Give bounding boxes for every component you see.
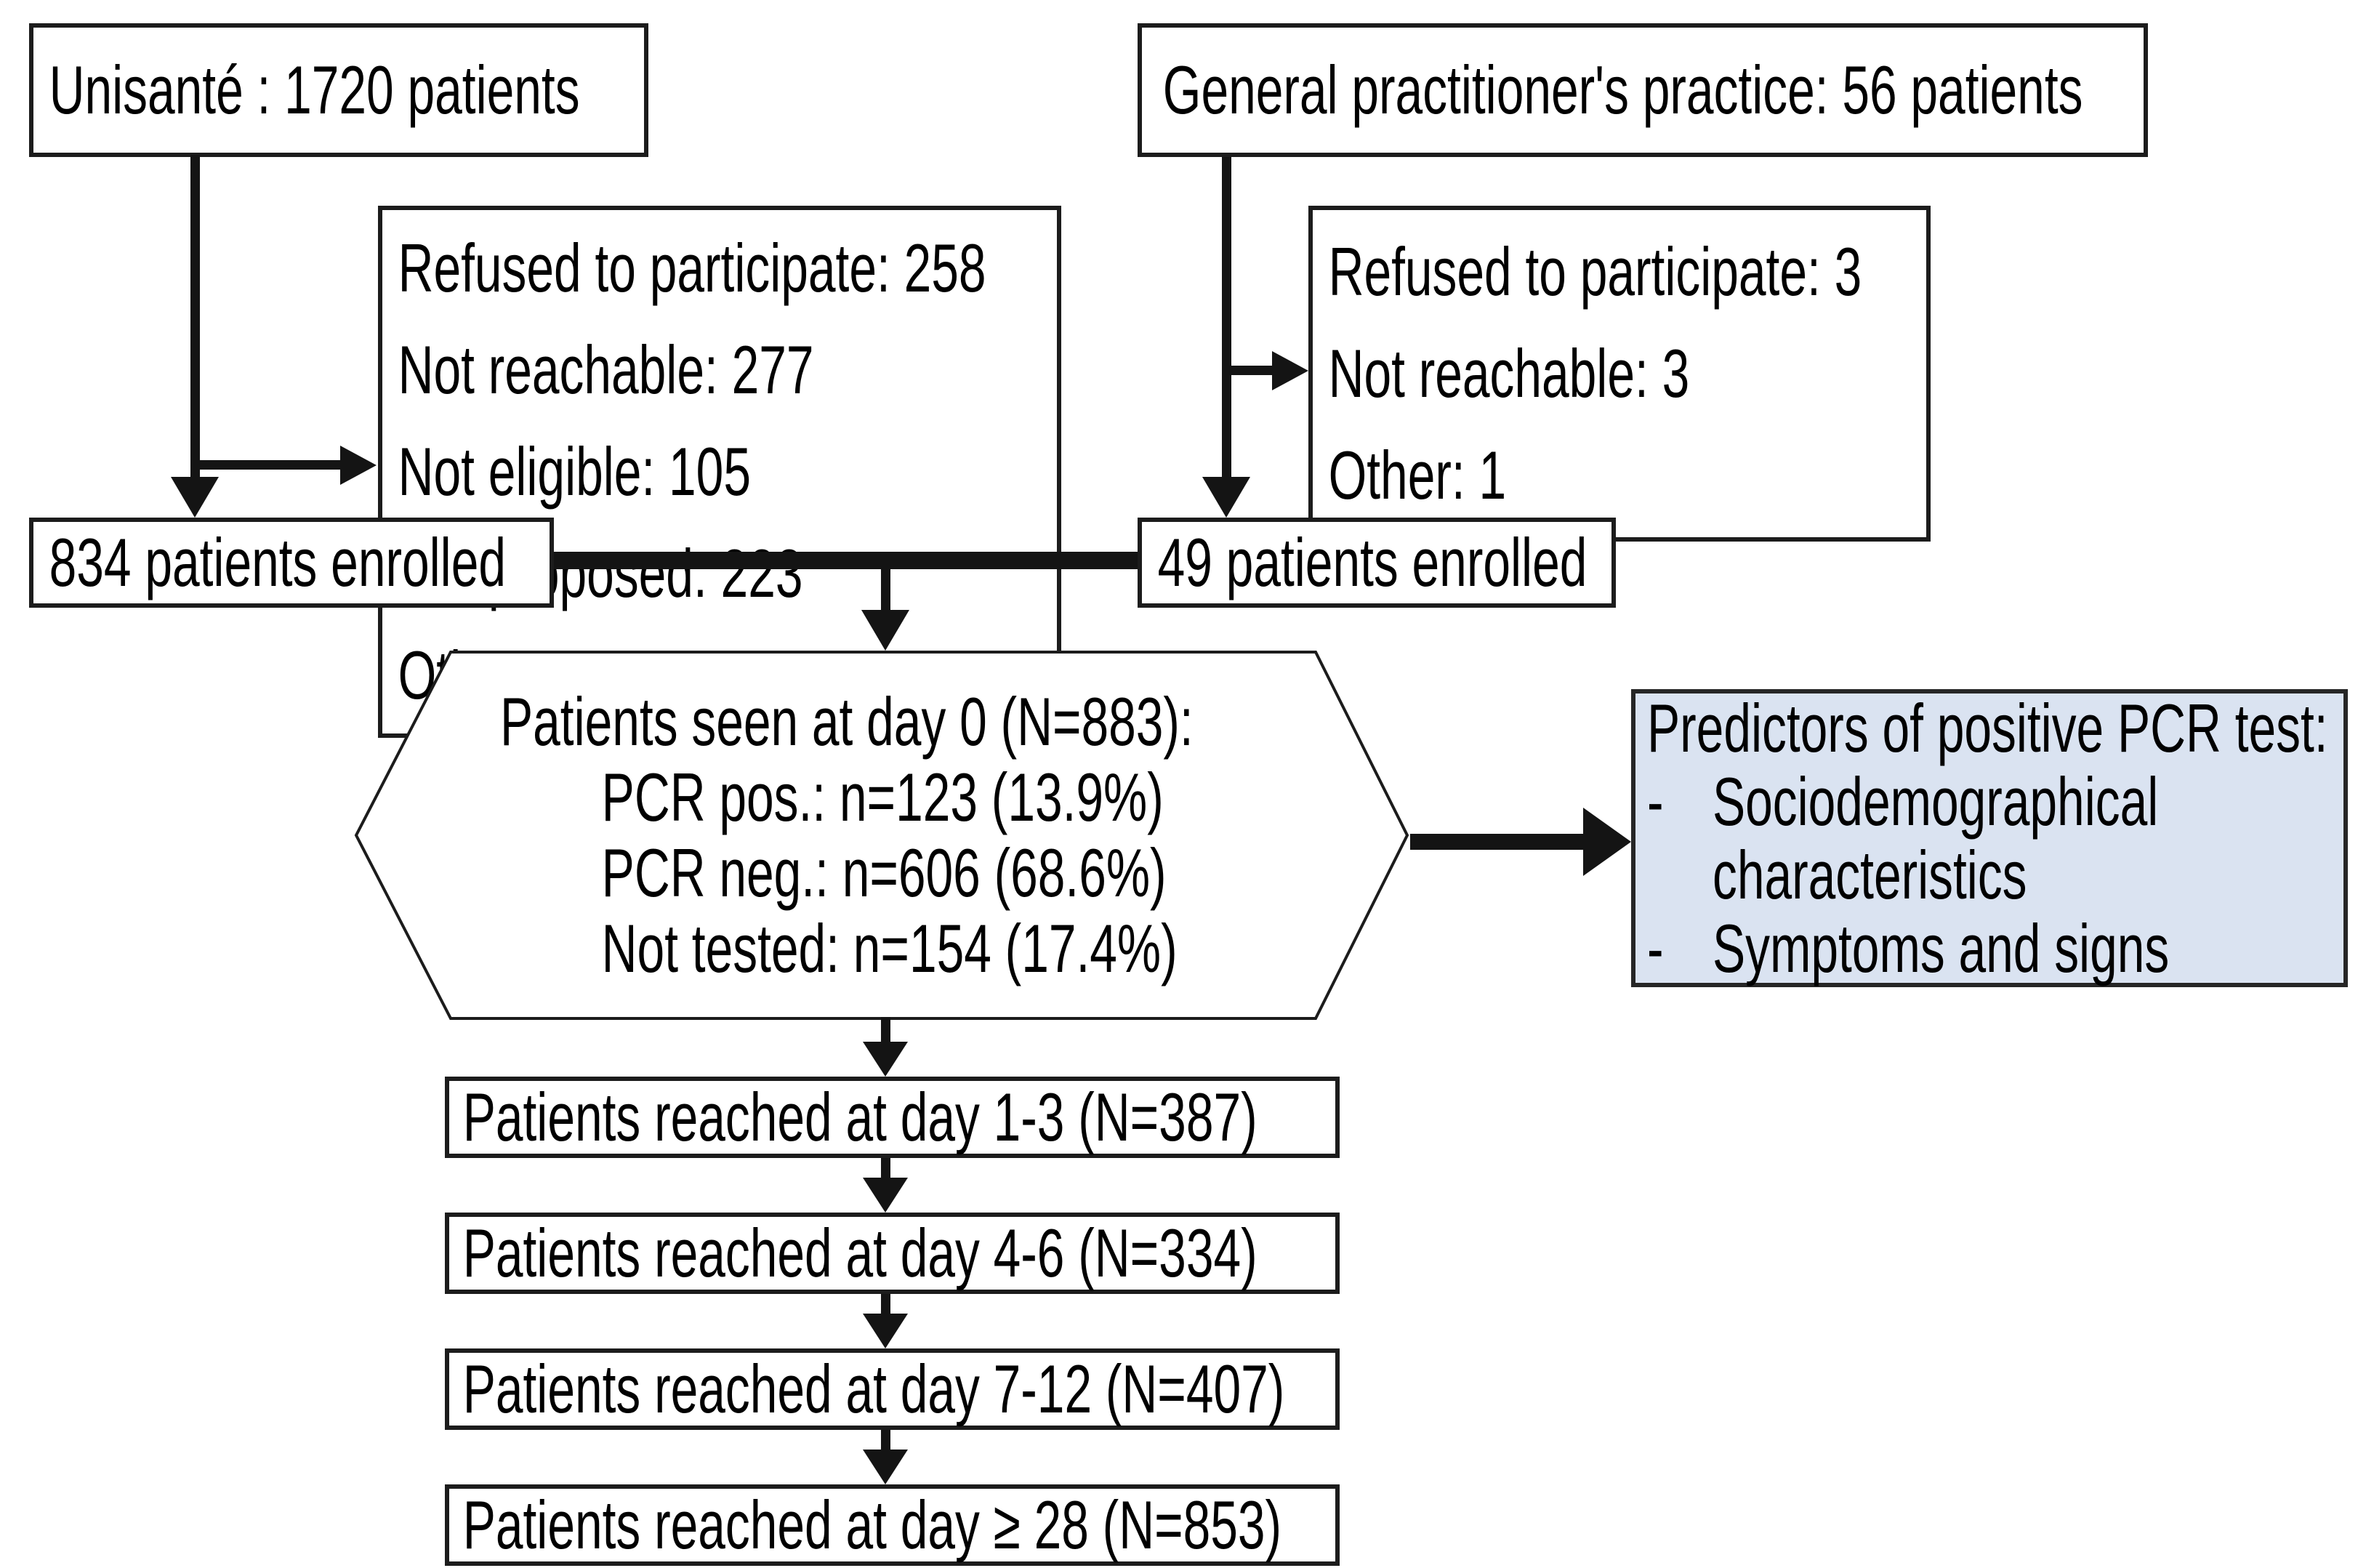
followup-box-day1-3: Patients reached at day 1-3 (N=387)	[445, 1077, 1340, 1158]
arrowhead-into-exclusions-right	[1272, 351, 1308, 390]
exclusions-right-box: Refused to participate: 3 Not reachable:…	[1308, 206, 1931, 542]
enrolled-left-box: 834 patients enrolled	[29, 518, 554, 608]
predictors-box: Predictors of positive PCR test: - Socio…	[1631, 689, 2348, 987]
exclusion-line: Refused to participate: 258	[398, 230, 986, 306]
enrolled-right-label: 49 patients enrolled	[1157, 523, 1588, 600]
arrowhead-into-predictors	[1583, 808, 1631, 876]
connector-day4-6-to-day7-12	[881, 1294, 890, 1316]
arrowhead-into-day1-3	[863, 1042, 908, 1077]
arrowhead-into-day0	[861, 610, 909, 651]
source-box-gp-practice-label: General practitioner's practice: 56 pati…	[1162, 51, 2083, 128]
connector-day0-to-day1-3	[881, 1017, 890, 1043]
exclusion-line: Refused to participate: 3	[1328, 233, 1862, 310]
day0-title: Patients seen at day 0 (N=883):	[500, 683, 1194, 760]
followup-label: Patients reached at day 4-6 (N=334)	[462, 1214, 1258, 1291]
arrowhead-into-day7-12	[863, 1314, 908, 1348]
enrolled-right-box: 49 patients enrolled	[1138, 518, 1616, 608]
arrowhead-into-enrolled-left	[171, 477, 219, 518]
arrowhead-into-day28plus	[863, 1450, 908, 1484]
connector-join-down	[881, 560, 890, 610]
exclusion-line: Not reachable: 3	[1328, 335, 1690, 411]
day0-line: Not tested: n=154 (17.4%)	[601, 910, 1178, 986]
predictors-title: Predictors of positive PCR test:	[1647, 690, 2328, 766]
predictors-bullet-text: Sociodemographical characteristics	[1713, 763, 2159, 913]
connector-branch-exclusions-right	[1222, 366, 1274, 375]
source-box-unisante: Unisanté : 1720 patients	[29, 23, 648, 157]
followup-box-day28plus: Patients reached at day ≥ 28 (N=853)	[445, 1484, 1340, 1566]
predictors-bullet-text: Symptoms and signs	[1713, 910, 2170, 986]
connector-branch-exclusions-left	[190, 460, 343, 470]
connector-unisante-down	[190, 155, 200, 477]
day0-hexagon-shape	[354, 651, 1409, 1020]
exclusion-line: Not eligible: 105	[398, 433, 751, 510]
connector-day0-to-predictors	[1410, 834, 1588, 850]
connector-enrolled-join	[554, 552, 1138, 569]
bullet-dash: -	[1647, 910, 1664, 986]
exclusion-line: Not reachable: 277	[398, 331, 814, 408]
followup-label: Patients reached at day ≥ 28 (N=853)	[462, 1486, 1282, 1563]
connector-gp-down	[1222, 157, 1231, 477]
predictors-bullet: - Sociodemographical characteristics	[1647, 765, 2349, 912]
arrowhead-into-exclusions-left	[340, 446, 377, 485]
source-box-gp-practice: General practitioner's practice: 56 pati…	[1138, 23, 2148, 157]
bullet-dash: -	[1647, 763, 1664, 840]
connector-day1-3-to-day4-6	[881, 1158, 890, 1180]
predictors-bullet: - Symptoms and signs	[1647, 912, 2349, 985]
connector-day7-12-to-day28plus	[881, 1430, 890, 1452]
followup-box-day7-12: Patients reached at day 7-12 (N=407)	[445, 1348, 1340, 1430]
day0-line: PCR pos.: n=123 (13.9%)	[601, 759, 1164, 835]
day0-line: PCR neg.: n=606 (68.6%)	[601, 835, 1167, 911]
day0-hexagon	[354, 651, 1409, 1020]
arrowhead-into-enrolled-right	[1202, 477, 1250, 518]
followup-label: Patients reached at day 7-12 (N=407)	[462, 1350, 1285, 1427]
enrolled-left-label: 834 patients enrolled	[49, 523, 506, 600]
source-box-unisante-label: Unisanté : 1720 patients	[49, 51, 580, 128]
followup-label: Patients reached at day 1-3 (N=387)	[462, 1078, 1258, 1155]
day0-text-block: Patients seen at day 0 (N=883): PCR pos.…	[500, 649, 1431, 1021]
exclusion-line: Other: 1	[1328, 437, 1507, 513]
arrowhead-into-day4-6	[863, 1178, 908, 1213]
predictors-text-block: Predictors of positive PCR test: - Socio…	[1647, 691, 2349, 985]
followup-box-day4-6: Patients reached at day 4-6 (N=334)	[445, 1213, 1340, 1294]
